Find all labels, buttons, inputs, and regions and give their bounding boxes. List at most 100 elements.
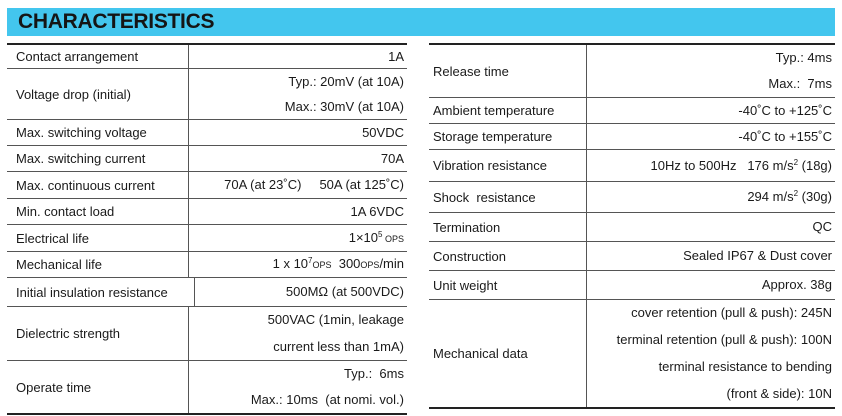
row-value: 70A (at 23˚C) 50A (at 125˚C) xyxy=(189,172,407,198)
table-row: Electrical life 1×105 OPS xyxy=(7,225,407,252)
column-divider xyxy=(188,225,189,251)
unit: OPS xyxy=(360,260,380,270)
row-label: Unit weight xyxy=(433,277,498,293)
row-label: Dielectric strength xyxy=(16,326,121,341)
value-line: 1×105 OPS xyxy=(349,230,404,247)
row-value: 500MΩ (at 500VDC) xyxy=(195,278,407,306)
value-line: Max.: 10ms (at nomi. vol.) xyxy=(250,392,404,407)
table-row: Contact arrangement 1A xyxy=(7,45,407,69)
column-divider xyxy=(586,124,587,149)
row-label: Max. switching current xyxy=(16,151,146,166)
column-divider xyxy=(188,199,189,224)
row-label: Voltage drop (initial) xyxy=(16,86,131,102)
value-line: terminal retention (pull & push): 100N xyxy=(616,332,832,348)
value-line: -40˚C to +155˚C xyxy=(738,128,832,144)
row-label: Shock resistance xyxy=(433,189,536,205)
section-banner: CHARACTERISTICS xyxy=(7,8,835,36)
value-part: (30g) xyxy=(798,189,832,204)
section-title: CHARACTERISTICS xyxy=(18,10,215,33)
row-label: Min. contact load xyxy=(16,204,115,219)
value-line: Max.: 7ms xyxy=(768,76,832,91)
column-divider xyxy=(586,300,587,407)
column-divider xyxy=(188,120,189,145)
row-label: Storage temperature xyxy=(433,129,553,144)
row-label: Release time xyxy=(433,63,509,79)
value-line: 70A xyxy=(380,150,404,166)
row-label: Electrical life xyxy=(16,230,89,246)
row-value: Sealed IP67 & Dust cover xyxy=(587,242,835,270)
column-divider xyxy=(188,45,189,68)
row-value: 50VDC xyxy=(189,120,407,145)
column-divider xyxy=(188,252,189,277)
unit: OPS xyxy=(382,233,404,244)
row-value: 500VAC (1min, leakage current less than … xyxy=(189,307,407,360)
value-line: 1A xyxy=(388,48,404,64)
row-value: 1×105 OPS xyxy=(189,225,407,251)
row-label: Mechanical data xyxy=(433,346,528,361)
row-value: 70A xyxy=(189,146,407,171)
row-label: Max. switching voltage xyxy=(16,125,147,140)
value-part: 1 x 10 xyxy=(272,256,309,271)
row-value: 294 m/s2 (30g) xyxy=(587,182,835,212)
value-part: 294 m/s xyxy=(747,189,794,204)
row-label: Operate time xyxy=(16,379,92,395)
value-line: QC xyxy=(812,219,833,234)
value-line: (front & side): 10N xyxy=(726,385,833,401)
row-value: cover retention (pull & push): 245N term… xyxy=(587,300,835,407)
characteristics-table-right: Release time Typ.: 4ms Max.: 7ms Ambient… xyxy=(429,43,835,409)
value-line: 294 m/s2 (30g) xyxy=(747,189,832,205)
value-line: Typ.: 4ms xyxy=(775,50,832,65)
table-row: Voltage drop (initial) Typ.: 20mV (at 10… xyxy=(7,69,407,120)
exponent: 2 xyxy=(793,189,799,198)
row-value: Typ.: 6ms Max.: 10ms (at nomi. vol.) xyxy=(189,361,407,413)
column-divider xyxy=(586,150,587,181)
table-row: Ambient temperature -40˚C to +125˚C xyxy=(429,98,835,124)
value-part: (18g) xyxy=(798,157,832,173)
column-divider xyxy=(586,182,587,212)
table-row: Construction Sealed IP67 & Dust cover xyxy=(429,242,835,271)
value-line: 1A 6VDC xyxy=(350,203,404,219)
characteristics-table-left: Contact arrangement 1A Voltage drop (ini… xyxy=(7,43,407,415)
exponent: 7 xyxy=(308,256,313,265)
row-value: 1 x 107OPS 300OPS/min xyxy=(189,252,407,277)
value-part: /min xyxy=(379,256,404,271)
table-row: Mechanical life 1 x 107OPS 300OPS/min xyxy=(7,252,407,278)
row-value: 1A xyxy=(189,45,407,68)
value-line: 70A (at 23˚C) 50A (at 125˚C) xyxy=(224,177,404,193)
row-value: Typ.: 20mV (at 10A) Max.: 30mV (at 10A) xyxy=(189,69,407,119)
column-divider xyxy=(586,98,587,123)
table-row: Termination QC xyxy=(429,213,835,242)
row-label: Vibration resistance xyxy=(433,158,547,173)
table-row: Vibration resistance 10Hz to 500Hz 176 m… xyxy=(429,150,835,182)
row-label: Initial insulation resistance xyxy=(16,284,168,300)
row-label: Max. continuous current xyxy=(16,177,155,193)
column-divider xyxy=(586,271,587,299)
value-line: terminal resistance to bending xyxy=(658,358,832,374)
table-row: Initial insulation resistance 500MΩ (at … xyxy=(7,278,407,307)
value-line: Sealed IP67 & Dust cover xyxy=(683,248,832,263)
column-divider xyxy=(194,278,195,306)
column-divider xyxy=(188,69,189,119)
row-value: Approx. 38g xyxy=(587,271,835,299)
row-value: QC xyxy=(587,213,835,241)
value-line: Typ.: 20mV (at 10A) xyxy=(288,73,404,89)
exponent: 5 xyxy=(378,229,383,239)
value-part: 1×10 xyxy=(348,229,379,245)
table-row: Unit weight Approx. 38g xyxy=(429,271,835,300)
value-line: 10Hz to 500Hz 176 m/s2 (18g) xyxy=(651,158,833,174)
unit: OPS xyxy=(312,260,332,270)
column-divider xyxy=(586,242,587,270)
row-label: Mechanical life xyxy=(16,257,102,272)
value-line: 500VAC (1min, leakage xyxy=(267,312,404,328)
exponent: 2 xyxy=(793,157,799,167)
value-line: 1 x 107OPS 300OPS/min xyxy=(273,256,404,273)
value-line: Max.: 30mV (at 10A) xyxy=(284,98,404,114)
row-value: -40˚C to +125˚C xyxy=(587,98,835,123)
column-divider xyxy=(586,213,587,241)
value-line: -40˚C to +125˚C xyxy=(738,102,832,118)
value-line: current less than 1mA) xyxy=(273,338,404,354)
row-value: 10Hz to 500Hz 176 m/s2 (18g) xyxy=(587,150,835,181)
table-row: Max. switching current 70A xyxy=(7,146,407,172)
value-part: 70A (at 23˚C) xyxy=(224,177,302,192)
row-label: Termination xyxy=(433,219,501,235)
